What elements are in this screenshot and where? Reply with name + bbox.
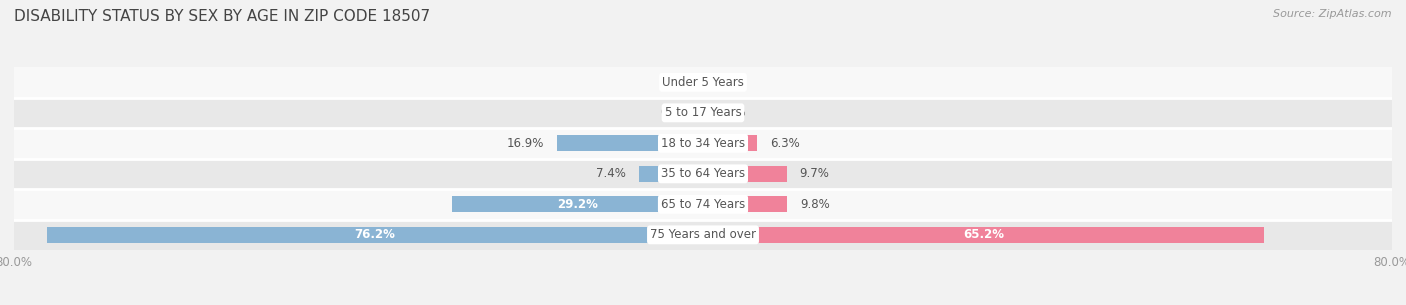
Bar [703, 227, 1264, 243]
Text: 75 Years and over: 75 Years and over [650, 228, 756, 241]
Text: 0.0%: 0.0% [716, 76, 745, 89]
Bar [14, 67, 1392, 98]
Bar [14, 98, 1392, 128]
Text: Under 5 Years: Under 5 Years [662, 76, 744, 89]
Text: DISABILITY STATUS BY SEX BY AGE IN ZIP CODE 18507: DISABILITY STATUS BY SEX BY AGE IN ZIP C… [14, 9, 430, 24]
Bar [703, 135, 758, 151]
Text: 65 to 74 Years: 65 to 74 Years [661, 198, 745, 211]
Text: 0.0%: 0.0% [661, 76, 690, 89]
Text: 0.0%: 0.0% [661, 106, 690, 119]
Bar [14, 220, 1392, 250]
Text: Source: ZipAtlas.com: Source: ZipAtlas.com [1274, 9, 1392, 19]
Text: 65.2%: 65.2% [963, 228, 1004, 241]
Bar [703, 196, 787, 212]
Text: 18 to 34 Years: 18 to 34 Years [661, 137, 745, 150]
Text: 35 to 64 Years: 35 to 64 Years [661, 167, 745, 180]
Bar [451, 196, 703, 212]
Text: 9.8%: 9.8% [800, 198, 830, 211]
Text: 7.4%: 7.4% [596, 167, 626, 180]
Text: 6.3%: 6.3% [770, 137, 800, 150]
Legend: Male, Female: Male, Female [633, 303, 773, 305]
Text: 16.9%: 16.9% [508, 137, 544, 150]
Bar [640, 166, 703, 182]
Bar [46, 227, 703, 243]
Text: 76.2%: 76.2% [354, 228, 395, 241]
Text: 29.2%: 29.2% [557, 198, 598, 211]
Bar [557, 135, 703, 151]
Bar [14, 159, 1392, 189]
Bar [703, 166, 786, 182]
Bar [14, 189, 1392, 220]
Text: 9.7%: 9.7% [800, 167, 830, 180]
Bar [14, 128, 1392, 159]
Text: 0.0%: 0.0% [716, 106, 745, 119]
Text: 5 to 17 Years: 5 to 17 Years [665, 106, 741, 119]
